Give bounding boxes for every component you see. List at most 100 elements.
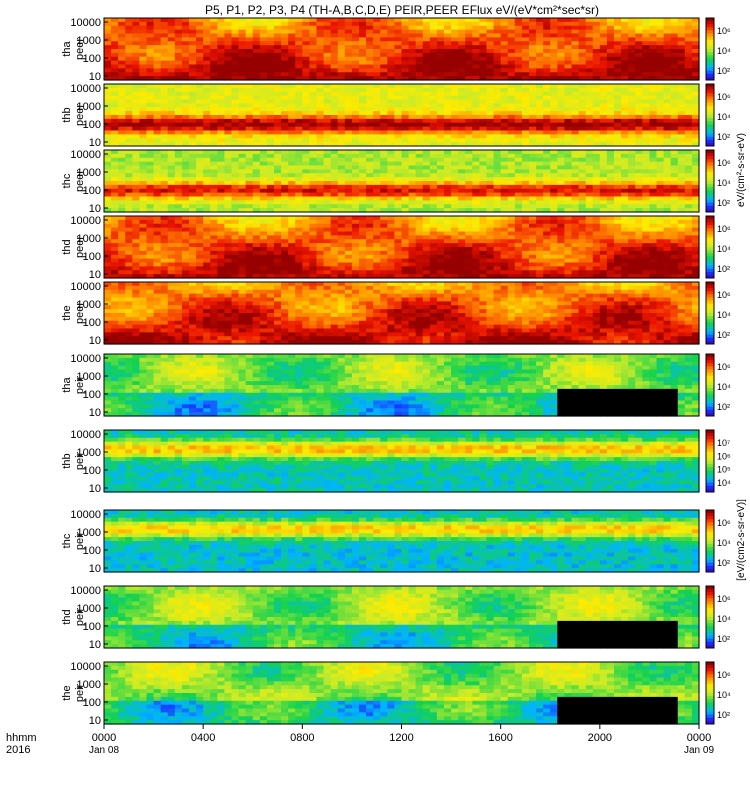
colorbar-tick-label: 10⁴	[717, 310, 731, 320]
y-tick-label: 10000	[70, 509, 101, 521]
panel-label: thdpeir	[61, 607, 86, 626]
colorbar-tick-label: 10⁶	[717, 290, 731, 300]
colorbar-tick-label: 10⁴	[717, 112, 731, 122]
panel-label: thapeir	[61, 375, 86, 394]
panel-frame	[103, 353, 700, 417]
panel-label: thdpeer	[61, 236, 86, 258]
panel-frame	[103, 509, 700, 573]
y-tick-label: 10000	[70, 83, 101, 95]
y-tick-label: 10	[89, 335, 101, 347]
colorbar: 10⁶ 10⁴ 10²	[705, 17, 731, 81]
colorbar-tick-label: 10⁶	[717, 451, 731, 461]
colorbar: 10⁷ 10⁶ 10⁵ 10⁴	[705, 429, 731, 493]
y-tick-label: 10000	[70, 429, 101, 441]
colorbar-tick-label: 10⁶	[717, 362, 731, 372]
colorbar-tick-label: 10⁶	[717, 670, 731, 680]
y-tick-label: 100	[83, 697, 101, 709]
colorbar: 10⁶ 10⁴ 10²	[705, 281, 731, 345]
colorbar-tick-label: 10²	[717, 402, 730, 412]
y-tick-label: 100	[83, 185, 101, 197]
colorbar-title-ion: [eV/(cm2-s-sr-eV)]	[736, 499, 747, 581]
y-tick-label: 10000	[70, 353, 101, 365]
y-tick-label: 1000	[77, 371, 101, 383]
colorbar-tick-label: 10²	[717, 264, 730, 274]
panel-frame	[103, 149, 700, 213]
x-tick-label: 2000	[588, 732, 612, 744]
y-tick-label: 10	[89, 407, 101, 419]
spectrogram-cells	[104, 510, 700, 573]
colorbar-tick-label: 10⁶	[717, 518, 731, 528]
y-tick-label: 10000	[70, 215, 101, 227]
y-tick-label: 1000	[77, 35, 101, 47]
y-tick-label: 10	[89, 203, 101, 215]
panel-frame	[103, 429, 700, 493]
spectrogram-cells	[104, 216, 700, 279]
y-tick-label: 100	[83, 119, 101, 131]
panel-label: thbpeer	[61, 104, 86, 126]
colorbar-tick-label: 10²	[717, 330, 730, 340]
y-tick-label: 10	[89, 715, 101, 727]
x-tick-label: 0000	[687, 732, 711, 744]
panel-frame	[103, 83, 700, 147]
spectrogram-cells	[104, 150, 700, 213]
colorbar-tick-label: 10⁶	[717, 224, 731, 234]
figure-title: P5, P1, P2, P3, P4 (TH-A,B,C,D,E) PEIR,P…	[205, 3, 599, 17]
y-tick-label: 100	[83, 53, 101, 65]
x-tick-label: 0000	[92, 732, 116, 744]
y-tick-label: 1000	[77, 233, 101, 245]
colorbar-tick-label: 10⁴	[717, 538, 731, 548]
y-tick-label: 10	[89, 269, 101, 281]
colorbar: 10⁶ 10⁴ 10²	[705, 509, 731, 573]
colorbar-tick-label: 10⁵	[717, 465, 731, 475]
x-tick-label: 0800	[290, 732, 314, 744]
colorbar-tick-label: 10²	[717, 558, 730, 568]
y-tick-label: 10	[89, 563, 101, 575]
spectrogram-cells	[104, 84, 700, 147]
y-tick-label: 10000	[70, 149, 101, 161]
colorbar-tick-label: 10²	[717, 710, 730, 720]
spectrogram-cells	[104, 282, 700, 345]
colorbar: 10⁶ 10⁴ 10²	[705, 661, 731, 725]
colorbar-tick-label: 10⁷	[717, 438, 730, 448]
colorbar: 10⁶ 10⁴ 10²	[705, 585, 731, 649]
colorbar: 10⁶ 10⁴ 10²	[705, 149, 731, 213]
y-tick-label: 100	[83, 621, 101, 633]
panel-frame	[103, 17, 700, 81]
spectrogram-cells	[104, 18, 700, 81]
colorbar: 10⁶ 10⁴ 10²	[705, 215, 731, 279]
colorbar-tick-label: 10⁶	[717, 26, 731, 36]
colorbar-tick-label: 10²	[717, 198, 730, 208]
y-tick-label: 1000	[77, 447, 101, 459]
colorbar: 10⁶ 10⁴ 10²	[705, 353, 731, 417]
y-tick-label: 10	[89, 639, 101, 651]
y-tick-label: 10000	[70, 17, 101, 29]
y-tick-label: 100	[83, 251, 101, 263]
y-tick-label: 1000	[77, 527, 101, 539]
y-tick-label: 1000	[77, 299, 101, 311]
y-tick-label: 10	[89, 137, 101, 149]
colorbar-title-electron: eV/(cm²-s-sr-eV)	[736, 133, 747, 207]
y-tick-label: 100	[83, 545, 101, 557]
spectrogram-panels: 10000100010010thapeer10⁶10⁴10²1000010001…	[61, 17, 747, 727]
colorbar-tick-label: 10⁴	[717, 690, 731, 700]
colorbar-tick-label: 10⁴	[717, 382, 731, 392]
spectrogram-panel-thd-peir: 10000 1000 100 10 thdpeir 10⁶ 10⁴ 10²	[61, 585, 731, 651]
spectrogram-panel-thb-peir: 10000 1000 100 10 thbpeir 10⁷ 10⁶ 10⁵ 10⁴	[61, 429, 731, 495]
y-tick-label: 1000	[77, 679, 101, 691]
spectrogram-cells	[104, 354, 700, 417]
panel-label: thbpeir	[61, 451, 86, 470]
colorbar-tick-label: 10⁴	[717, 614, 731, 624]
panel-label: thcpeer	[61, 170, 86, 192]
y-tick-label: 10	[89, 71, 101, 83]
y-tick-label: 100	[83, 389, 101, 401]
spectrogram-panel-tha-peir: 10000 1000 100 10 thapeir 10⁶ 10⁴ 10²	[61, 353, 731, 419]
colorbar-tick-label: 10⁴	[717, 244, 731, 254]
panel-frame	[103, 585, 700, 649]
spectrogram-cells	[104, 662, 700, 725]
panel-frame	[103, 281, 700, 345]
panel-frame	[103, 215, 700, 279]
